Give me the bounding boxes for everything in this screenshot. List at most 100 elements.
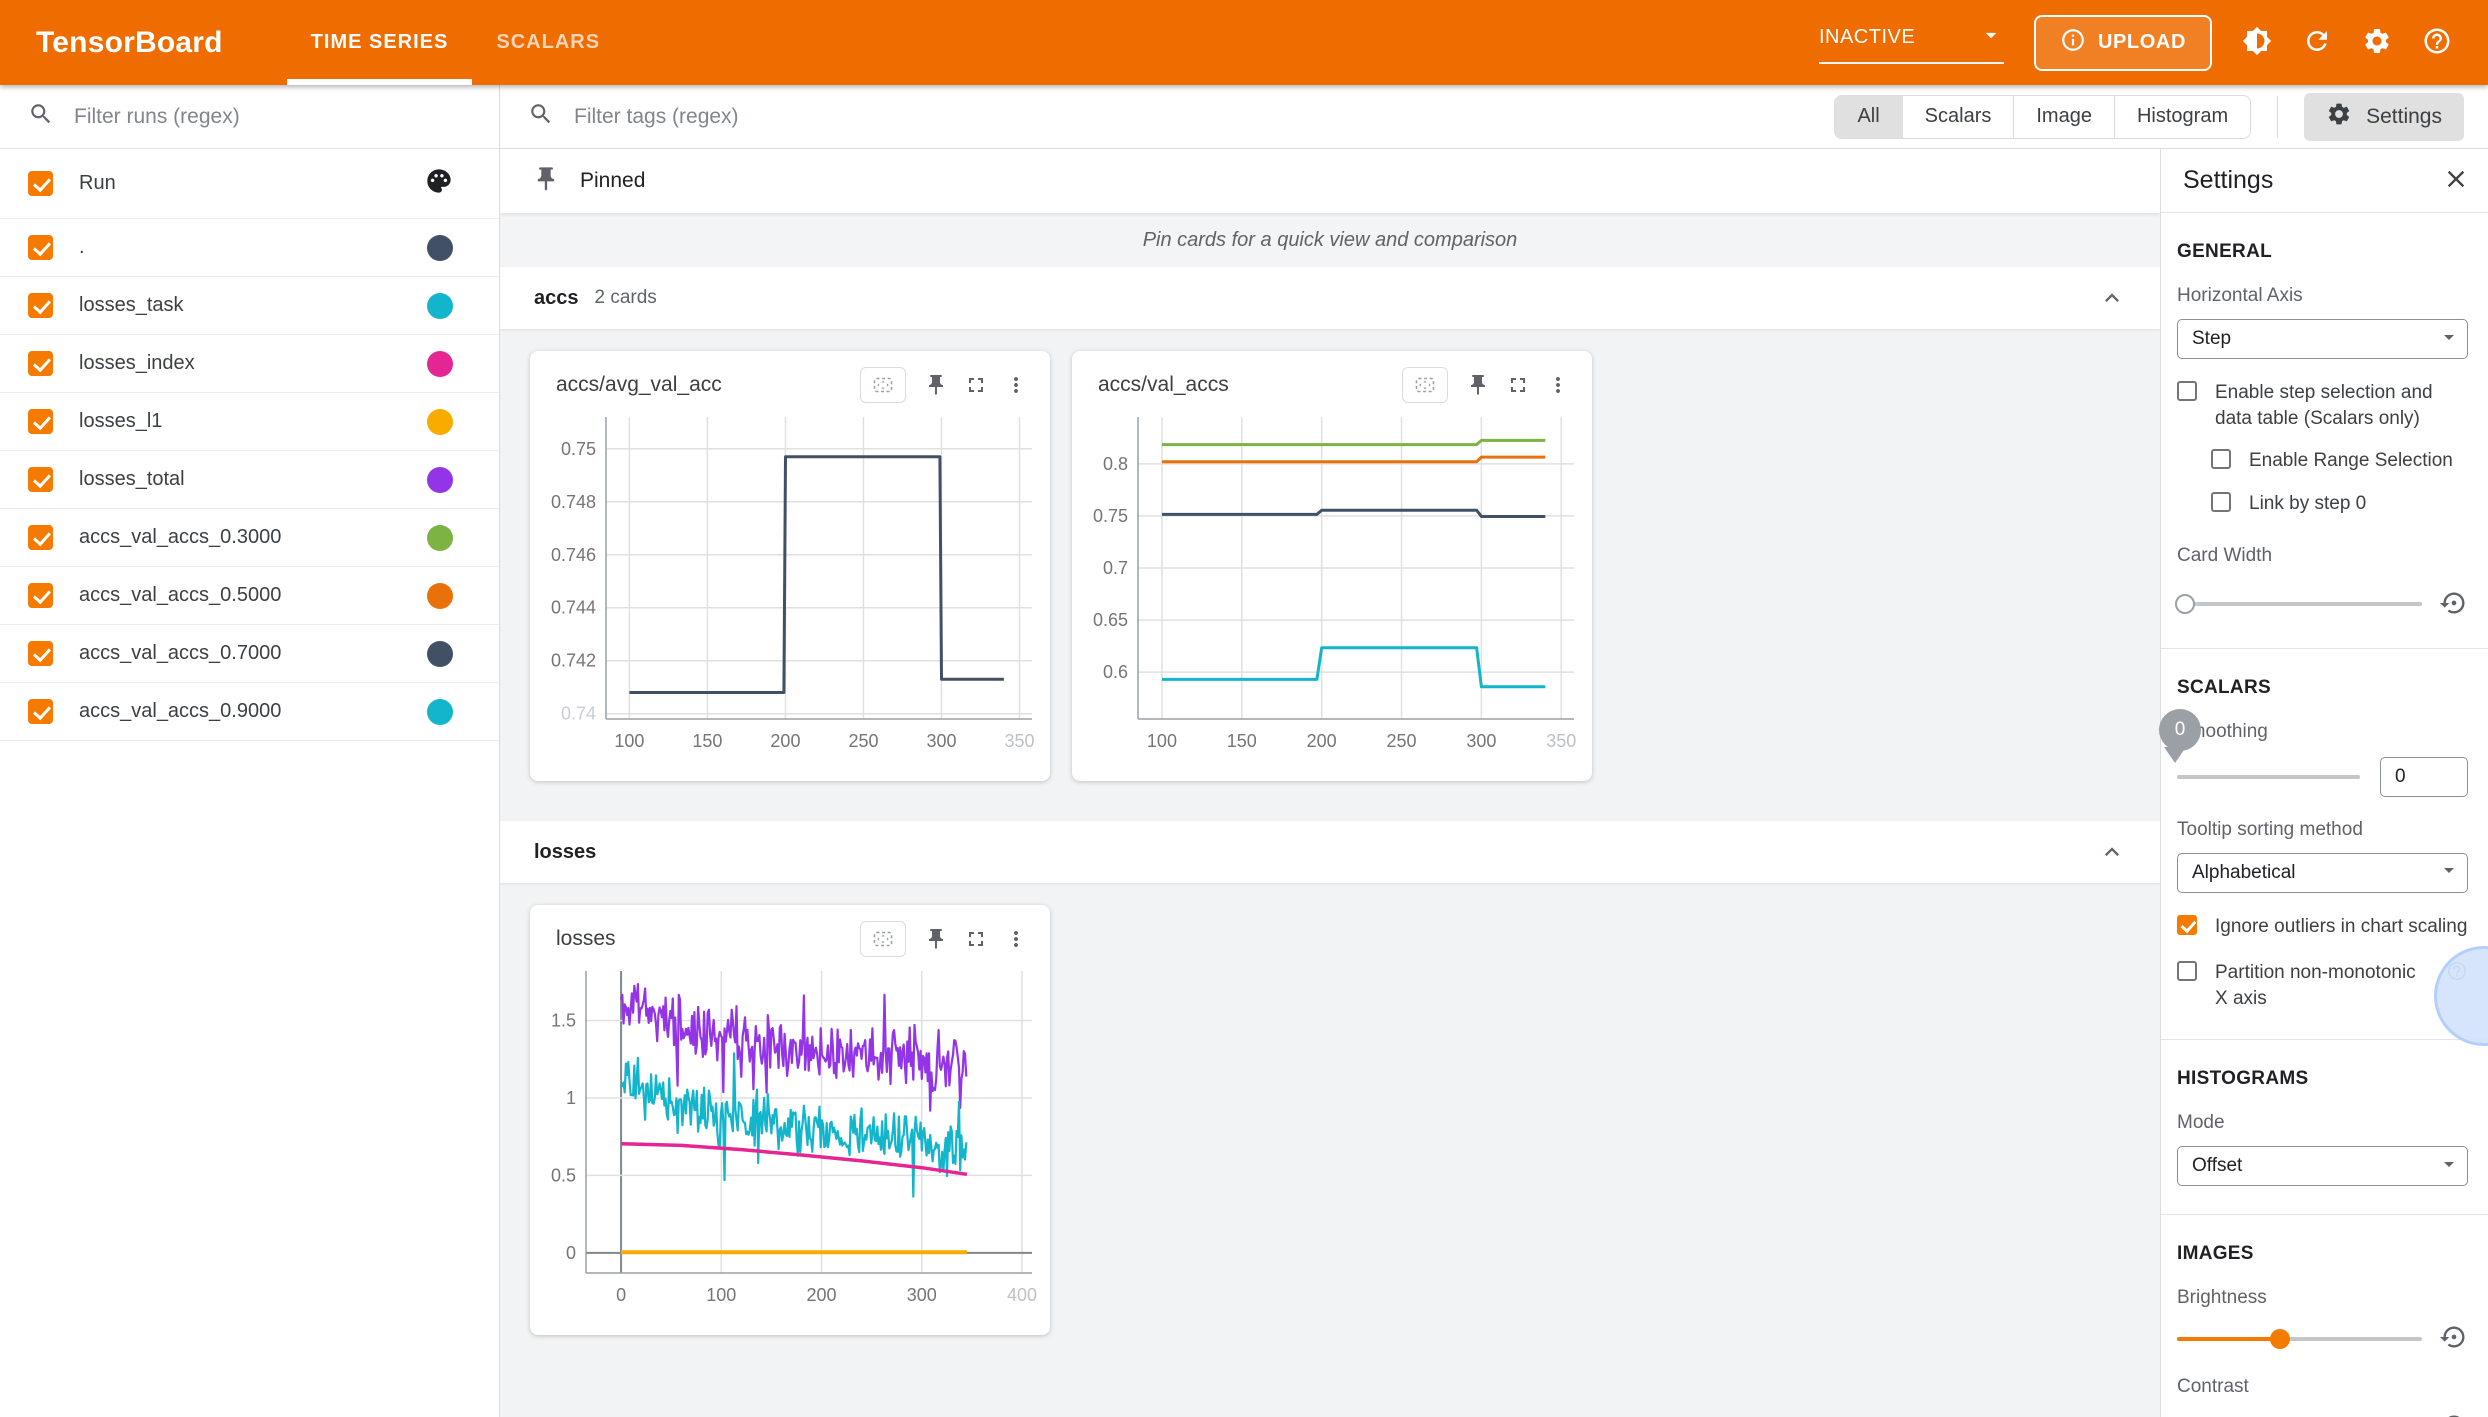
images-heading: IMAGES — [2177, 1243, 2468, 1265]
run-list: .losses_tasklosses_indexlosses_l1losses_… — [0, 219, 499, 741]
run-checkbox[interactable] — [28, 293, 53, 318]
global-settings-button[interactable] — [2362, 26, 2392, 59]
svg-text:0.744: 0.744 — [551, 598, 596, 618]
refresh-button[interactable] — [2302, 26, 2332, 59]
run-row[interactable]: accs_val_accs_0.9000 — [0, 683, 499, 741]
partition-x-checkbox[interactable] — [2177, 961, 2197, 981]
search-icon — [528, 101, 554, 132]
refresh-icon — [2302, 26, 2332, 59]
pin-card-button[interactable] — [1460, 367, 1496, 403]
range-selection-checkbox[interactable] — [2211, 449, 2231, 469]
svg-text:0.746: 0.746 — [551, 545, 596, 565]
pinned-label: Pinned — [580, 169, 645, 193]
filter-histogram[interactable]: Histogram — [2114, 96, 2250, 138]
reset-card-width-button[interactable] — [2440, 589, 2468, 620]
run-row[interactable]: accs_val_accs_0.5000 — [0, 567, 499, 625]
runs-filter-input[interactable]: Filter runs (regex) — [0, 85, 499, 149]
run-row[interactable]: losses_index — [0, 335, 499, 393]
histogram-mode-select[interactable]: Offset — [2177, 1146, 2468, 1186]
run-checkbox[interactable] — [28, 583, 53, 608]
step-selection-row: Enable step selection and data table (Sc… — [2177, 381, 2468, 431]
tag-section-header[interactable]: losses — [500, 821, 2160, 883]
close-settings-button[interactable] — [2442, 165, 2470, 196]
run-color-dot[interactable] — [427, 293, 453, 319]
svg-text:0.742: 0.742 — [551, 651, 596, 671]
run-row[interactable]: losses_total — [0, 451, 499, 509]
ignore-outliers-checkbox[interactable] — [2177, 915, 2197, 935]
select-all-runs-checkbox[interactable] — [28, 171, 53, 196]
filter-image[interactable]: Image — [2013, 96, 2114, 138]
experiment-status-select[interactable]: INACTIVE — [1819, 22, 2004, 64]
link-step-checkbox[interactable] — [2211, 492, 2231, 512]
run-row[interactable]: accs_val_accs_0.7000 — [0, 625, 499, 683]
pin-card-button[interactable] — [918, 921, 954, 957]
run-color-dot[interactable] — [427, 583, 453, 609]
run-color-dot[interactable] — [427, 351, 453, 377]
reset-brightness-button[interactable] — [2440, 1323, 2468, 1354]
tag-section-header[interactable]: accs2 cards — [500, 267, 2160, 329]
svg-text:0.75: 0.75 — [561, 439, 596, 459]
run-color-dot[interactable] — [427, 699, 453, 725]
upload-label: UPLOAD — [2098, 31, 2186, 54]
svg-text:400: 400 — [1007, 1285, 1037, 1305]
fullscreen-button[interactable] — [1500, 367, 1536, 403]
line-chart[interactable]: 01002003004001.510.50 — [540, 963, 1040, 1311]
help-button[interactable] — [2422, 26, 2452, 59]
smoothing-value-balloon: 0 — [2159, 709, 2201, 751]
run-checkbox[interactable] — [28, 235, 53, 260]
card-menu-button[interactable] — [998, 367, 1034, 403]
run-checkbox[interactable] — [28, 699, 53, 724]
tab-scalars[interactable]: SCALARS — [472, 0, 624, 85]
run-color-dot[interactable] — [427, 235, 453, 261]
run-checkbox[interactable] — [28, 525, 53, 550]
run-checkbox[interactable] — [28, 409, 53, 434]
tags-filter-input[interactable]: Filter tags (regex) — [528, 101, 1814, 132]
horizontal-axis-select[interactable]: Step — [2177, 319, 2468, 359]
run-color-dot[interactable] — [427, 467, 453, 493]
line-chart[interactable]: 1001502002503003500.750.7480.7460.7440.7… — [540, 409, 1040, 757]
reset-contrast-button[interactable] — [2440, 1412, 2468, 1417]
run-color-dot[interactable] — [427, 641, 453, 667]
fullscreen-button[interactable] — [958, 921, 994, 957]
fullscreen-button[interactable] — [958, 367, 994, 403]
run-color-dot[interactable] — [427, 525, 453, 551]
brightness-slider[interactable] — [2177, 1328, 2422, 1350]
card-menu-button[interactable] — [998, 921, 1034, 957]
collapse-icon[interactable] — [2098, 838, 2126, 866]
tooltip-sort-select[interactable]: Alphabetical — [2177, 853, 2468, 893]
reset-icon — [2440, 1412, 2468, 1417]
card-width-slider[interactable] — [2177, 593, 2422, 615]
upload-button[interactable]: UPLOAD — [2034, 15, 2212, 71]
settings-button-label: Settings — [2366, 105, 2442, 129]
run-row[interactable]: . — [0, 219, 499, 277]
settings-panel-header: Settings — [2161, 149, 2488, 213]
step-selector-toggle[interactable] — [860, 921, 906, 957]
smoothing-slider[interactable] — [2177, 766, 2360, 788]
step-selector-toggle[interactable] — [1402, 367, 1448, 403]
run-color-dot[interactable] — [427, 409, 453, 435]
smoothing-value-input[interactable]: 0 — [2380, 757, 2468, 797]
filter-all[interactable]: All — [1835, 96, 1901, 138]
run-checkbox[interactable] — [28, 351, 53, 376]
run-row[interactable]: accs_val_accs_0.3000 — [0, 509, 499, 567]
open-settings-button[interactable]: Settings — [2304, 93, 2464, 141]
step-selector-toggle[interactable] — [860, 367, 906, 403]
run-checkbox[interactable] — [28, 641, 53, 666]
tab-time-series[interactable]: TIME SERIES — [287, 0, 473, 85]
palette-icon[interactable] — [425, 167, 453, 200]
card-width-label: Card Width — [2177, 545, 2468, 567]
card-menu-button[interactable] — [1540, 367, 1576, 403]
dark-mode-toggle-button[interactable] — [2242, 26, 2272, 59]
collapse-icon[interactable] — [2098, 284, 2126, 312]
run-row[interactable]: losses_task — [0, 277, 499, 335]
filter-scalars[interactable]: Scalars — [1902, 96, 2014, 138]
contrast-label: Contrast — [2177, 1376, 2468, 1398]
run-row[interactable]: losses_l1 — [0, 393, 499, 451]
cards-row: losses01002003004001.510.50 — [500, 883, 2160, 1375]
step-selection-checkbox[interactable] — [2177, 381, 2197, 401]
line-chart[interactable]: 1001502002503003500.80.750.70.650.6 — [1082, 409, 1582, 757]
pinned-empty-hint: Pin cards for a quick view and compariso… — [500, 213, 2160, 267]
svg-text:0: 0 — [616, 1285, 626, 1305]
pin-card-button[interactable] — [918, 367, 954, 403]
run-checkbox[interactable] — [28, 467, 53, 492]
